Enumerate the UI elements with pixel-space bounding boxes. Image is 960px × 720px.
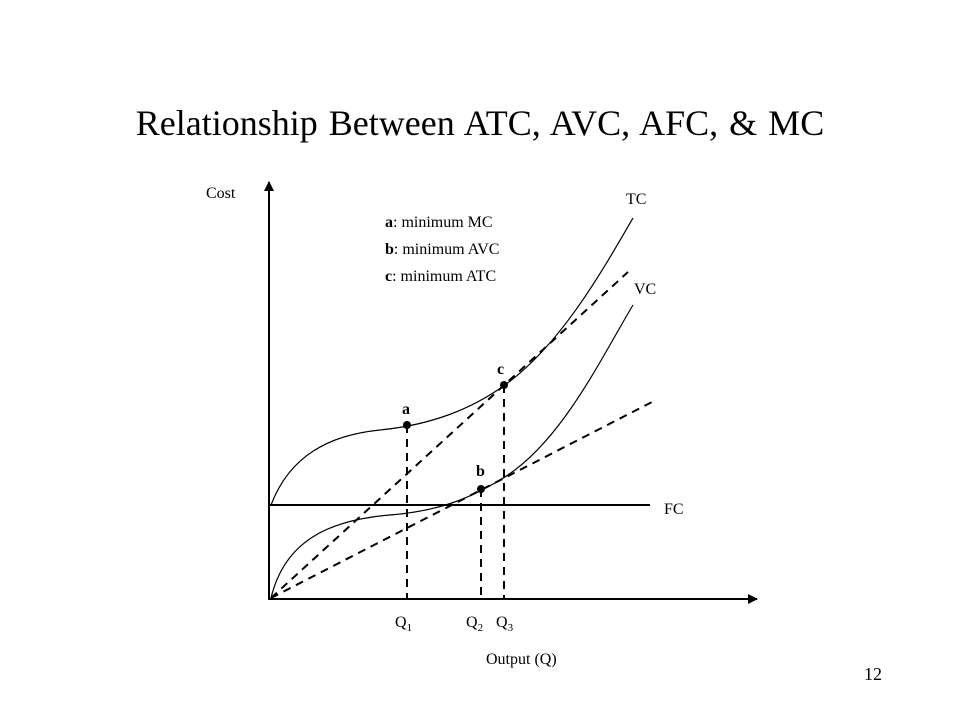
point-b-marker	[477, 485, 485, 493]
avc-ray	[270, 401, 653, 599]
y-axis-label: Cost	[206, 185, 236, 202]
point-c-label: c	[497, 361, 504, 378]
vc-curve	[270, 304, 634, 599]
point-b-label: b	[476, 463, 485, 480]
tick-q3: Q3	[496, 614, 514, 634]
tick-q1: Q1	[395, 614, 412, 634]
point-a-label: a	[402, 401, 410, 418]
legend-item-a: a: minimum MC	[385, 214, 493, 231]
tick-q2: Q2	[466, 614, 483, 634]
legend-item-b: b: minimum AVC	[385, 241, 499, 258]
tc-label: TC	[626, 191, 646, 208]
x-axis-label: Output (Q)	[486, 651, 557, 668]
atc-ray	[270, 271, 629, 599]
point-c-marker	[500, 381, 508, 389]
point-a-marker	[403, 421, 411, 429]
vc-label: VC	[634, 281, 656, 298]
slide-title: Relationship Between ATC, AVC, AFC, & MC	[135, 103, 825, 143]
legend-item-c: c: minimum ATC	[385, 268, 496, 285]
fc-label: FC	[664, 501, 684, 518]
page-number: 12	[864, 664, 882, 684]
tc-curve	[270, 217, 634, 506]
